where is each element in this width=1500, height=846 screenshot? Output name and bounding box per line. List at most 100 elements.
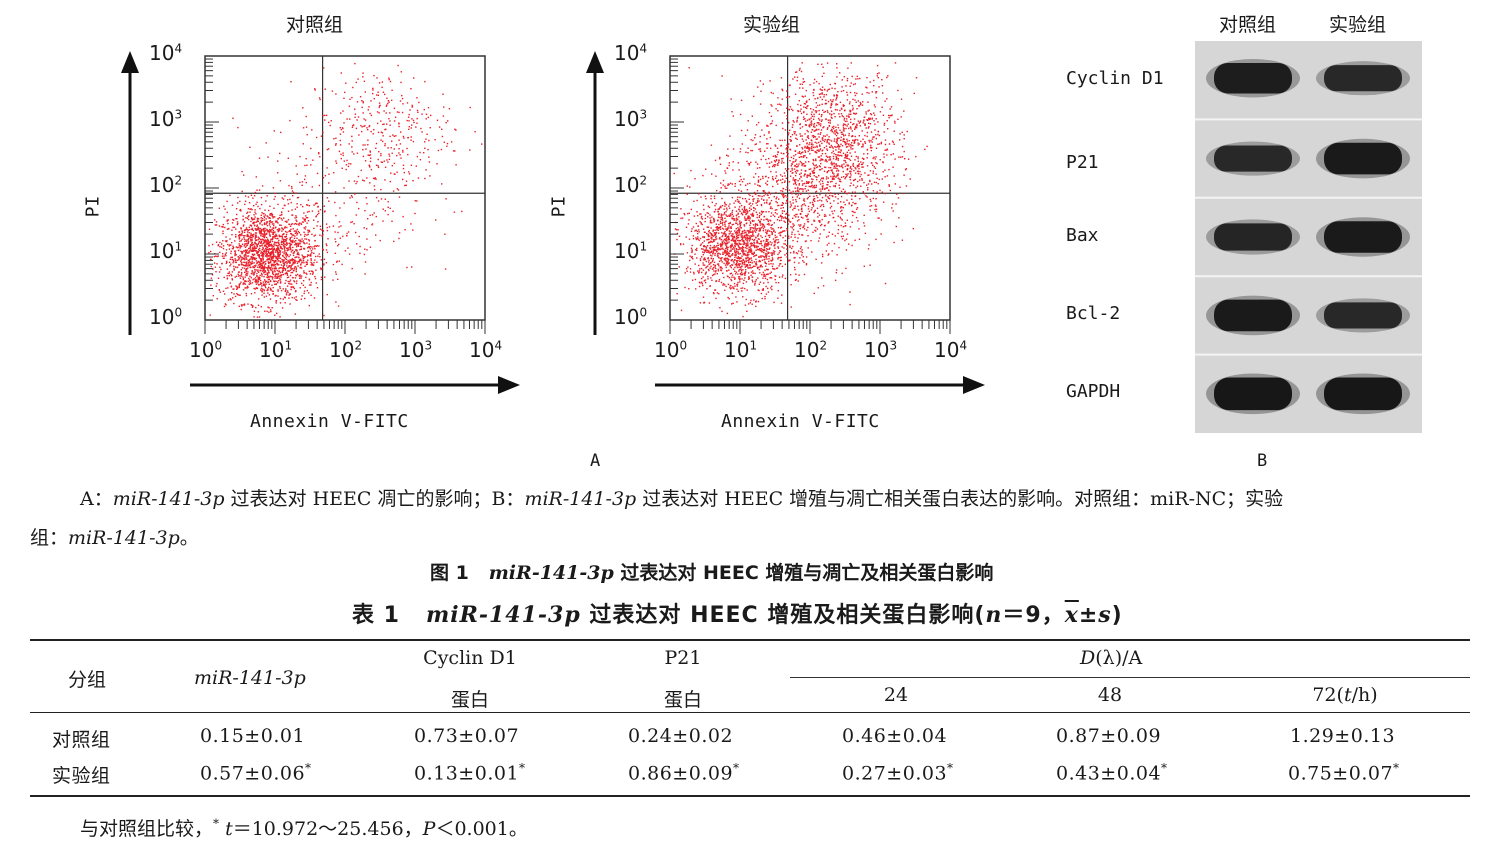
table-title-text: 过表达对 HEEC 增殖及相关蛋白影响( <box>580 603 986 628</box>
scatter-dots <box>208 62 483 318</box>
x-tick-label: 103 <box>399 338 433 362</box>
figure-caption-line1: A：miR-141-3p 过表达对 HEEC 凋亡的影响；B：miR-141-3… <box>80 479 1283 519</box>
ylabel-control: PI <box>82 195 104 218</box>
th-72-t: t <box>1343 684 1352 706</box>
figure-number: 图 1 <box>430 562 469 584</box>
panel-letter-b: B <box>1257 451 1268 471</box>
blot-band <box>1214 377 1292 411</box>
blot-band <box>1214 62 1292 94</box>
th-d-lambda: D(λ)/A <box>1080 647 1142 669</box>
flow-plot-control <box>121 51 520 394</box>
western-blot <box>1195 41 1422 433</box>
x-tick-label: 101 <box>724 338 758 362</box>
footnote-p: P <box>422 818 436 840</box>
row-control-48h: 0.87±0.09 <box>1056 725 1162 747</box>
x-axis-ticks <box>669 320 951 334</box>
sig-mark: * <box>519 761 526 775</box>
th-72: 72(t/h) <box>1290 684 1400 706</box>
xlabel-experiment: Annexin V-FITC <box>721 411 880 432</box>
sig-mark: * <box>733 761 740 775</box>
caption-gene: miR-141-3p <box>112 488 225 510</box>
blot-col-control: 对照组 <box>1219 14 1277 36</box>
th-gene: miR-141-3p <box>194 667 306 689</box>
x-tick-label: 102 <box>329 338 363 362</box>
blot-band <box>1324 377 1402 411</box>
th-d-symbol: D <box>1080 647 1096 669</box>
row-exp-gene: 0.57±0.06 <box>200 762 306 785</box>
blot-label-bax: Bax <box>1066 225 1099 246</box>
x-tick-label: 104 <box>934 338 968 362</box>
row-exp-gene-cell: 0.57±0.06* <box>200 761 312 784</box>
row-exp-cyclin: 0.13±0.01 <box>414 762 520 785</box>
flow-plot-experiment <box>586 51 985 394</box>
table-title-pm: ± <box>1078 603 1099 628</box>
caption-text: 过表达对 HEEC 增殖与凋亡相关蛋白表达的影响。对照组：miR-NC；实验 <box>636 488 1284 510</box>
x-tick-label: 101 <box>259 338 293 362</box>
scatter-dots <box>673 62 928 318</box>
xlabel-control: Annexin V-FITC <box>250 411 409 432</box>
y-tick-label: 100 <box>149 305 183 329</box>
row-exp-p21-cell: 0.86±0.09* <box>628 761 740 784</box>
th-p21-bottom: 蛋白 <box>663 689 702 711</box>
blot-label-gapdh: GAPDH <box>1066 381 1121 402</box>
row-exp-48h: 0.43±0.04 <box>1056 762 1162 785</box>
th-p21-top: P21 <box>664 647 702 669</box>
table-number: 表 1 <box>352 603 400 628</box>
row-exp-48h-cell: 0.43±0.04* <box>1056 761 1168 784</box>
plot-title-control: 对照组 <box>286 14 344 36</box>
y-axis-arrowhead <box>586 51 604 73</box>
caption-text: A： <box>80 488 113 510</box>
y-tick-label: 104 <box>614 41 648 65</box>
ylabel-experiment: PI <box>548 195 570 218</box>
table-subheader-rule <box>790 677 1470 678</box>
y-axis-ticks <box>670 55 684 321</box>
x-axis-ticks <box>204 320 486 334</box>
th-d-unit: (λ)/A <box>1095 647 1143 669</box>
x-tick-label: 102 <box>794 338 828 362</box>
blot-label-bcl2: Bcl-2 <box>1066 303 1121 324</box>
table-title-sd: s <box>1098 602 1112 628</box>
table-bottom-rule <box>30 795 1470 797</box>
y-tick-label: 103 <box>149 107 183 131</box>
row-exp-group: 实验组 <box>52 765 111 787</box>
table-title-close: ) <box>1111 603 1123 628</box>
table-header-rule <box>30 712 1470 713</box>
x-tick-label: 104 <box>469 338 503 362</box>
th-group: 分组 <box>68 669 107 691</box>
row-control-24h: 0.46±0.04 <box>842 725 948 747</box>
footnote-range: ＝10.972～25.456， <box>232 818 423 840</box>
th-72-suffix: /h) <box>1351 684 1378 706</box>
x-tick-label: 100 <box>189 338 223 362</box>
y-tick-label: 102 <box>149 173 183 197</box>
blot-band <box>1324 302 1402 329</box>
sig-mark: * <box>305 761 312 775</box>
footnote-pvalue: ＜0.001。 <box>435 818 528 840</box>
x-tick-label: 100 <box>654 338 688 362</box>
blot-band <box>1214 145 1292 172</box>
row-exp-cyclin-cell: 0.13±0.01* <box>414 761 526 784</box>
y-axis-arrowhead <box>121 51 139 73</box>
blot-band <box>1324 142 1402 175</box>
blot-bands <box>1195 58 1422 415</box>
flow-cytometry-plots <box>121 51 985 394</box>
caption-gene: miR-141-3p <box>68 527 180 549</box>
th-48: 48 <box>1097 684 1123 706</box>
blot-col-experiment: 实验组 <box>1329 14 1387 36</box>
row-exp-24h: 0.27±0.03 <box>842 762 948 785</box>
figure-title-gene: miR-141-3p <box>488 562 614 584</box>
x-axis-arrowhead <box>963 376 985 394</box>
table-title-gene: miR-141-3p <box>425 602 581 628</box>
th-72-prefix: 72( <box>1312 684 1344 706</box>
y-axis-ticks <box>205 55 219 321</box>
blot-band <box>1324 65 1402 92</box>
blot-band <box>1324 221 1402 253</box>
table-title: 表 1 miR-141-3p 过表达对 HEEC 增殖及相关蛋白影响(n＝9，x… <box>352 597 1123 629</box>
y-tick-label: 100 <box>614 305 648 329</box>
table-title-n: n <box>985 602 1003 628</box>
row-control-group: 对照组 <box>52 729 111 751</box>
x-axis-arrowhead <box>498 376 520 394</box>
figure-caption-line2: 组：miR-141-3p。 <box>30 518 199 558</box>
caption-gene: miR-141-3p <box>524 488 637 510</box>
caption-text: 过表达对 HEEC 凋亡的影响；B： <box>224 488 525 510</box>
blot-band <box>1214 223 1292 251</box>
